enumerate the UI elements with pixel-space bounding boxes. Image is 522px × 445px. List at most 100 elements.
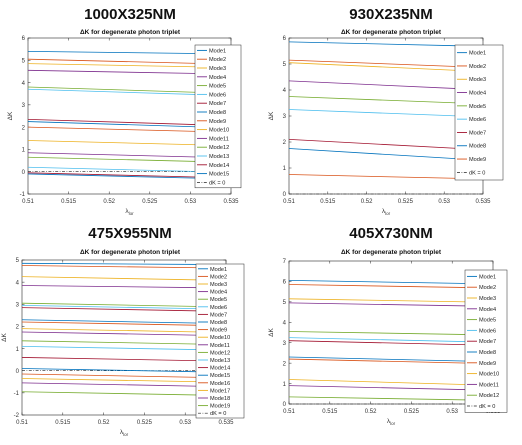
legend-label: Mode18 [210,396,230,402]
x-tick-label: 0.51 [283,409,295,415]
series-line-mode15 [21,368,202,373]
x-tick-label: 0.525 [137,420,153,426]
series-line-mode14 [21,357,202,362]
legend-label: Mode2 [479,285,496,291]
legend-label: Mode12 [210,350,230,356]
chart-svg-1000x325: 1000X325NM ΔK for degenerate photon tripl… [7,6,242,216]
legend-label: Mode6 [469,117,486,123]
legend-label: Mode1 [209,48,226,54]
series-line-mode15 [27,173,207,179]
series-line-mode9 [288,358,469,364]
series-line-mode10 [288,379,469,385]
series-line-mode7 [288,340,469,346]
x-tick-label: 0.535 [475,199,491,205]
series-line-mode7 [27,118,207,126]
chart-title: ΔK for degenerate photon triplet [80,249,181,256]
x-tick-label: 0.515 [61,199,77,205]
panel-title: 930X235NM [349,6,432,23]
y-tick-label: 6 [22,36,26,42]
x-tick-label: 0.52 [365,409,377,415]
y-tick-label: 6 [283,280,287,286]
chart-title: ΔK for degenerate photon triplet [341,29,442,36]
chart-svg-930x235: 930X235NM ΔK for degenerate photon triple… [268,6,504,216]
series-line-mode9 [21,321,202,326]
series-line-mode1 [288,280,469,284]
legend-label: Mode10 [479,372,499,378]
series-line-mode18 [21,382,202,387]
y-tick-label: 5 [16,258,20,264]
y-axis-label: ΔK [268,328,275,337]
series-line-mode8 [288,148,460,160]
chart-svg-475x955: 475X955NM ΔK for degenerate photon triple… [1,225,245,437]
series-line-mode12 [21,340,202,345]
legend-label: Mode3 [209,66,226,72]
series-line-mode13 [27,166,207,173]
x-tick-label: 0.535 [223,199,239,205]
legend-label: Mode7 [469,130,486,136]
series-line-mode6 [288,337,469,343]
y-tick-label: 1 [16,347,20,353]
x-axis-label-main: λ [120,429,124,436]
legend-label: Mode3 [469,77,486,83]
legend-label: Mode7 [479,339,496,345]
series-line-mode10 [21,328,202,333]
series-line-mode2 [27,58,207,65]
y-tick-label: 4 [16,280,20,286]
chart-title: ΔK for degenerate photon triplet [80,29,181,36]
series-line-mode7 [21,307,202,312]
y-tick-label: 0 [22,170,26,176]
legend-label: Mode19 [210,404,230,410]
y-tick-label: 3 [283,341,287,347]
x-tick-label: 0.525 [142,199,158,205]
legend-label: Mode9 [209,119,226,125]
legend-label: Mode13 [209,154,229,160]
series-line-mode2 [21,265,202,269]
legend-label-reference: dK = 0 [479,404,495,410]
series-line-mode12 [288,396,469,401]
series-line-mode16 [21,373,202,378]
x-axis-label-sub: lor [129,211,135,216]
x-axis-label: λlor [120,429,129,437]
legend-box [194,44,242,189]
legend-label-reference: dK = 0 [210,411,226,417]
legend-label: Mode2 [469,64,486,70]
legend-label: Mode1 [479,274,496,280]
legend-label: Mode4 [209,75,226,81]
legend-label: Mode16 [210,381,230,387]
legend-label: Mode4 [479,307,496,313]
chart-panel-930x235: 930X235NM ΔK for degenerate photon triple… [261,0,522,222]
y-tick-label: 3 [283,114,287,120]
series-line-mode2 [288,59,460,67]
x-tick-label: 0.51 [16,420,28,426]
series-line-mode11 [288,385,469,391]
series-line-mode7 [288,139,460,149]
y-tick-label: 3 [16,302,20,308]
legend-label: Mode10 [210,335,230,341]
legend-label: Mode8 [469,144,486,150]
series-line-mode1 [288,41,460,47]
x-tick-label: 0.53 [446,409,458,415]
chart-panel-1000x325: 1000X325NM ΔK for degenerate photon tripl… [0,0,261,222]
legend-label-reference: dK = 0 [469,170,485,176]
x-axis-label-main: λ [387,418,391,425]
series-line-mode10 [27,140,207,146]
series-line-mode5 [288,96,460,104]
y-tick-label: 2 [22,125,26,131]
legend-label: Mode12 [209,145,229,151]
panel-title: 475X955NM [88,225,171,242]
series-line-mode5 [21,302,202,307]
y-tick-label: 4 [283,88,287,94]
x-tick-label: 0.53 [185,199,197,205]
legend-label: Mode8 [210,320,227,326]
x-tick-label: 0.515 [322,409,338,415]
legend-label: Mode11 [209,136,229,142]
y-axis-label: ΔK [7,111,14,120]
legend-box [195,263,245,419]
legend-label: Mode1 [469,51,486,57]
x-axis-label-sub: lor [123,432,129,437]
chart-svg-405x730: 405X730NM ΔK for degenerate photon triple… [268,225,508,426]
x-axis-label-main: λ [125,208,129,215]
series-line-mode11 [27,152,207,158]
legend-label: Mode1 [210,267,227,273]
legend-label: Mode13 [210,358,230,364]
